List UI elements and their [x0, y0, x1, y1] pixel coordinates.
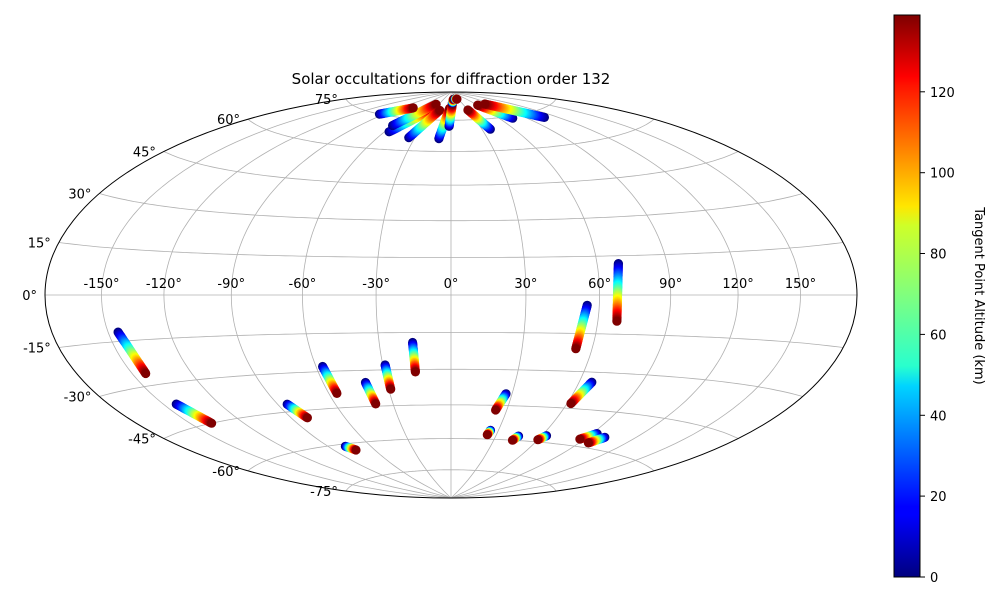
lon-tick-label: 150°: [785, 277, 816, 292]
colorbar-tick-label: 0: [930, 571, 938, 586]
occultation-track: [318, 361, 342, 398]
grid-meridian: [375, 92, 452, 498]
occultation-track: [583, 432, 610, 448]
grid-meridian: [101, 92, 452, 498]
occultation-track: [340, 441, 361, 455]
occultation-track: [507, 431, 524, 445]
lat-tick-label: -75°: [310, 485, 338, 500]
colorbar-tick-label: 100: [930, 167, 955, 182]
occultation-point: [408, 103, 418, 113]
occultation-point: [507, 435, 518, 445]
occultation-point: [302, 413, 312, 423]
occultation-track: [388, 99, 441, 131]
grid-meridian: [230, 92, 452, 498]
lat-tick-label: 45°: [133, 146, 156, 161]
occultation-track: [408, 337, 420, 377]
occultation-track: [282, 399, 312, 423]
colorbar-tick-label: 20: [930, 490, 947, 505]
occultation-point: [473, 100, 483, 110]
chart-title: Solar occultations for diffraction order…: [292, 70, 611, 88]
occultation-track: [374, 103, 418, 119]
occultation-point: [583, 438, 594, 448]
occultation-point: [463, 105, 473, 115]
occultation-point: [371, 399, 381, 409]
lat-tick-label: 60°: [217, 113, 240, 128]
occultation-point: [612, 316, 622, 326]
grid-meridian: [163, 92, 452, 498]
occultation-point: [207, 418, 217, 428]
lon-tick-label: -30°: [362, 277, 390, 292]
lon-tick-label: 30°: [514, 277, 537, 292]
lon-tick-label: -150°: [83, 277, 119, 292]
lat-tick-label: 75°: [315, 93, 338, 108]
lat-tick-label: 15°: [28, 237, 51, 252]
occultation-track: [171, 399, 217, 428]
occultation-point: [410, 367, 420, 377]
occultation-point: [141, 368, 151, 379]
occultation-point: [351, 445, 361, 455]
lat-tick-label: -45°: [128, 433, 156, 448]
grid-meridian: [450, 92, 801, 498]
occultation-track: [360, 377, 381, 409]
latitude-tick-labels: -75° -60° -45° -30° -15° 0° 15° 30° 45° 60° 75°: [22, 93, 338, 500]
occultation-track: [404, 105, 445, 143]
occultation-point: [533, 435, 543, 445]
lon-tick-label: -120°: [146, 277, 182, 292]
lon-tick-label: 120°: [722, 277, 753, 292]
map-grid: [45, 92, 857, 498]
lon-tick-label: 0°: [444, 277, 459, 292]
colorbar-tick-label: 120: [930, 86, 955, 101]
colorbar-tick-label: 60: [930, 328, 947, 343]
occultation-track: [463, 105, 495, 134]
occultation-point: [480, 99, 490, 109]
occultation-point: [571, 344, 581, 354]
occultation-track: [612, 259, 624, 326]
lat-tick-label: -60°: [212, 465, 240, 480]
occultation-track: [566, 377, 597, 409]
lat-tick-label: -30°: [64, 391, 92, 406]
colorbar-tick-label: 40: [930, 409, 947, 424]
occultation-point: [435, 105, 445, 115]
occultation-track: [491, 389, 511, 415]
occultation-track: [480, 99, 550, 122]
grid-meridian: [301, 92, 452, 498]
occultation-track: [113, 327, 151, 379]
lat-tick-label: 30°: [68, 188, 91, 203]
longitude-tick-labels: -150° -120° -90° -60° -30° 0° 30° 60° 90° 120° 150…: [83, 277, 816, 292]
grid-meridian: [450, 92, 739, 498]
occultation-point: [482, 430, 492, 440]
colorbar: 0 20 40 60 80 100 120 Tangent Point Altitude (…: [893, 14, 986, 586]
lon-tick-label: 90°: [659, 277, 682, 292]
occultation-track: [533, 431, 552, 445]
occultation-track: [450, 94, 462, 104]
occultation-point: [386, 384, 396, 394]
lat-tick-label: 0°: [22, 289, 37, 304]
occultation-tracks: [113, 94, 624, 455]
grid-meridian: [450, 92, 672, 498]
occultation-point: [566, 398, 576, 409]
colorbar-ticks: 0 20 40 60 80 100 120: [920, 86, 955, 586]
occultation-track: [571, 300, 592, 354]
occultation-point: [332, 388, 342, 398]
occultation-point: [491, 405, 501, 415]
occultation-point: [575, 434, 585, 444]
lon-tick-label: -60°: [289, 277, 317, 292]
occultation-point: [452, 94, 462, 104]
colorbar-tick-label: 80: [930, 248, 947, 263]
colorbar-gradient: [893, 14, 921, 578]
occultation-track: [380, 360, 396, 394]
colorbar-label: Tangent Point Altitude (km): [971, 206, 986, 384]
map-boundary: [44, 91, 858, 499]
lon-tick-label: -90°: [217, 277, 245, 292]
lat-tick-label: -15°: [23, 342, 51, 357]
lon-tick-label: 60°: [588, 277, 611, 292]
grid-meridian: [450, 92, 527, 498]
occultation-track: [482, 425, 496, 440]
